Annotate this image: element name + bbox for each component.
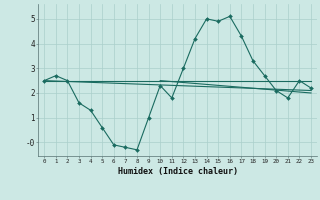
X-axis label: Humidex (Indice chaleur): Humidex (Indice chaleur) — [118, 167, 238, 176]
